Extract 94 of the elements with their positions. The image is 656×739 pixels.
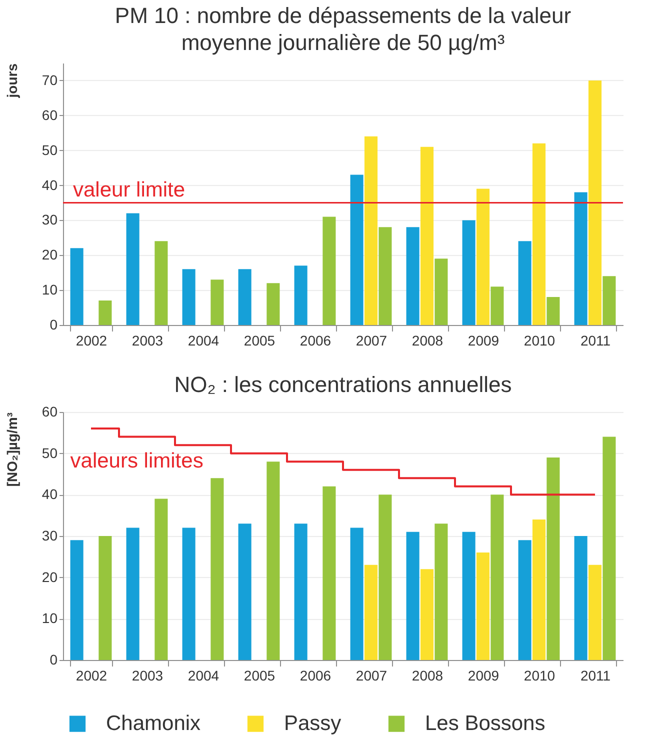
bar	[434, 258, 448, 325]
bar	[98, 536, 112, 660]
y-tick-label: 70	[42, 72, 58, 88]
x-tick-label: 2008	[412, 332, 444, 348]
bar	[322, 486, 336, 660]
bar	[210, 280, 224, 325]
bar	[518, 540, 532, 660]
bar	[490, 286, 504, 325]
bar	[490, 494, 504, 660]
bar	[546, 297, 560, 325]
x-tick-label: 2006	[300, 668, 332, 684]
bar	[434, 524, 448, 660]
x-tick-label: 2010	[524, 332, 556, 348]
bar	[364, 564, 378, 660]
bar	[350, 528, 364, 660]
y-tick-label: 10	[42, 610, 58, 626]
x-tick-label: 2005	[244, 668, 276, 684]
bar	[420, 146, 434, 325]
bar	[182, 269, 196, 325]
bar	[126, 528, 140, 660]
bar	[126, 213, 140, 325]
bar	[266, 283, 280, 325]
bar	[406, 532, 420, 660]
x-tick-label: 2003	[132, 332, 164, 348]
annotation: valeurs limites	[70, 450, 204, 473]
bar	[294, 266, 308, 325]
bar	[546, 457, 560, 660]
bar	[476, 188, 490, 325]
x-tick-label: 2009	[468, 668, 500, 684]
bar	[70, 540, 84, 660]
bar	[294, 524, 308, 660]
x-tick-label: 2007	[356, 332, 388, 348]
y-tick-label: 30	[42, 212, 58, 228]
x-tick-label: 2002	[76, 332, 108, 348]
bar	[518, 241, 532, 325]
x-tick-label: 2008	[412, 668, 444, 684]
bar	[98, 300, 112, 325]
bar	[238, 269, 252, 325]
bar	[420, 569, 434, 660]
chart-title: PM 10 : nombre de dépassements de la valeur moyenne journalière de 50 µg/m³	[114, 3, 572, 55]
y-tick-label: 60	[42, 404, 58, 420]
y-axis-title: [NO₂]µg/m³	[4, 412, 20, 487]
bar	[154, 241, 168, 325]
x-tick-label: 2009	[468, 332, 500, 348]
y-tick-label: 20	[42, 246, 58, 263]
bar	[462, 532, 476, 660]
bar	[532, 519, 546, 660]
x-tick-label: 2011	[580, 668, 611, 684]
y-tick-label: 40	[42, 486, 58, 502]
y-tick-label: 30	[42, 528, 58, 544]
bar	[182, 528, 196, 660]
bar	[602, 436, 616, 660]
bar	[476, 552, 490, 660]
y-tick-label: 0	[50, 316, 58, 332]
x-tick-label: 2005	[244, 332, 276, 348]
y-axis-title: jours	[4, 63, 20, 99]
bar	[266, 462, 280, 660]
x-tick-label: 2010	[524, 668, 556, 684]
bar	[350, 174, 364, 325]
x-tick-label: 2003	[132, 668, 164, 684]
legend-label: Passy	[284, 712, 342, 735]
bar	[574, 192, 588, 325]
bar	[602, 276, 616, 325]
bar	[210, 478, 224, 660]
bar	[238, 524, 252, 660]
x-tick-label: 2011	[580, 332, 611, 348]
y-tick-label: 20	[42, 568, 58, 585]
bar	[70, 248, 84, 325]
x-tick-label: 2006	[300, 332, 332, 348]
x-tick-label: 2004	[188, 668, 220, 684]
chart-title: NO₂ : les concentrations annuelles	[174, 372, 512, 397]
bar	[574, 536, 588, 660]
bar	[378, 494, 392, 660]
bar	[154, 498, 168, 660]
y-tick-label: 50	[42, 444, 58, 461]
x-tick-label: 2002	[76, 668, 108, 684]
y-tick-label: 50	[42, 142, 58, 158]
legend-label: Les Bossons	[425, 712, 546, 735]
y-tick-label: 10	[42, 282, 58, 298]
bar	[588, 80, 602, 325]
y-tick-label: 60	[42, 106, 58, 123]
bar	[364, 136, 378, 325]
bar	[588, 564, 602, 660]
legend-label: Chamonix	[106, 712, 202, 735]
bar	[322, 216, 336, 325]
x-tick-label: 2007	[356, 668, 388, 684]
bar	[378, 227, 392, 325]
bar	[532, 143, 546, 325]
y-tick-label: 0	[50, 652, 58, 668]
y-tick-label: 40	[42, 176, 58, 193]
x-tick-label: 2004	[188, 332, 220, 348]
bar	[406, 227, 420, 325]
ref-line-label: valeur limite	[73, 178, 186, 202]
bar	[462, 220, 476, 325]
